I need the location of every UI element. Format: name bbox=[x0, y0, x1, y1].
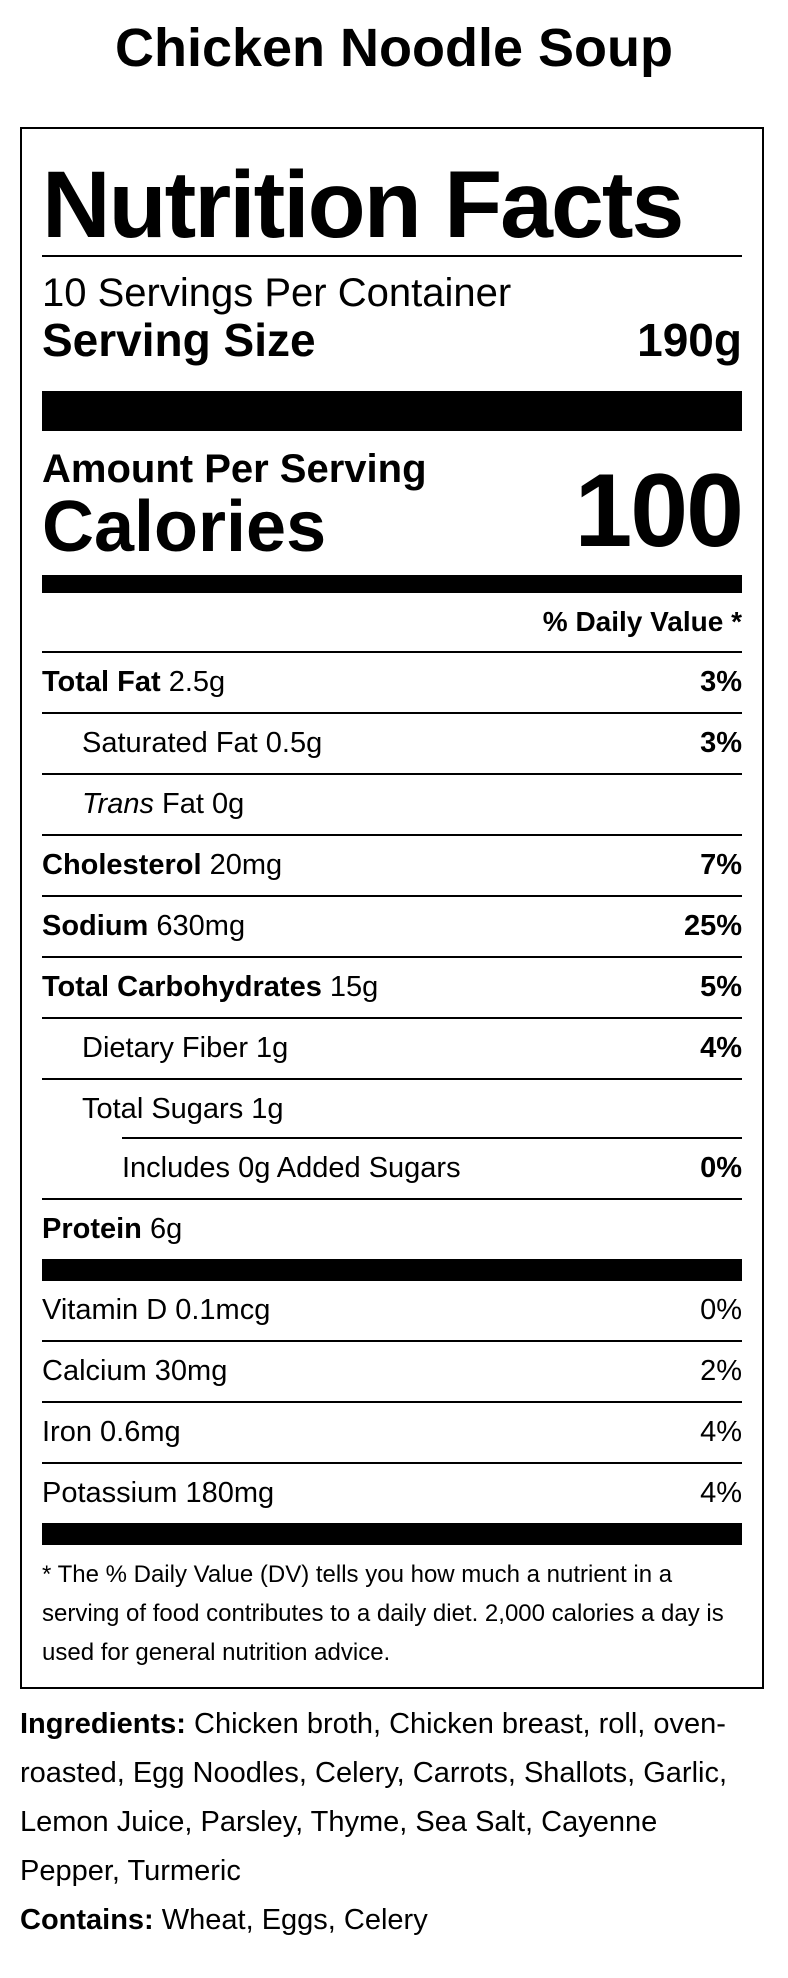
vitamin-name: Potassium 180mg bbox=[42, 1477, 275, 1509]
amount-per-serving-label: Amount Per Serving bbox=[42, 447, 427, 491]
vitamin-row-calcium: Calcium 30mg 2% bbox=[42, 1342, 742, 1403]
ingredients-list: Chicken broth, Chicken breast, roll, ove… bbox=[20, 1708, 728, 1887]
vitamin-row-vitamin-d: Vitamin D 0.1mcg 0% bbox=[42, 1281, 742, 1342]
allergen-statement: Contains: Wheat, Eggs, Celery bbox=[20, 1896, 764, 1945]
servings-per-container: 10 Servings Per Container bbox=[42, 271, 512, 315]
ingredients-section: Ingredients: Chicken broth, Chicken brea… bbox=[20, 1700, 764, 1945]
thick-divider bbox=[42, 391, 742, 431]
nutrient-name: Total Carbohydrates bbox=[42, 971, 322, 1003]
nutrient-name: Saturated Fat bbox=[82, 727, 258, 759]
nutrient-amount: 20mg bbox=[201, 849, 283, 881]
nutrient-name: Total Fat bbox=[42, 666, 161, 698]
nutrient-row-total-carbohydrates: Total Carbohydrates 15g 5% bbox=[42, 958, 742, 1019]
nutrient-row-total-fat: Total Fat 2.5g 3% bbox=[42, 653, 742, 714]
vitamin-name: Iron 0.6mg bbox=[42, 1416, 181, 1448]
nutrient-dv: 3% bbox=[700, 727, 742, 759]
nutrient-dv: 25% bbox=[683, 910, 742, 942]
thick-divider bbox=[42, 1523, 742, 1545]
nutrient-name: Protein bbox=[42, 1213, 142, 1245]
nutrient-amount: 15g bbox=[321, 971, 379, 1003]
nutrient-name: Cholesterol bbox=[42, 849, 202, 881]
nutrient-dv: 4% bbox=[700, 1032, 742, 1064]
daily-value-footnote: * The % Daily Value (DV) tells you how m… bbox=[42, 1561, 724, 1666]
vitamin-dv: 4% bbox=[700, 1477, 742, 1509]
serving-size-label: Serving Size bbox=[42, 314, 316, 366]
contains-label: Contains: bbox=[20, 1904, 154, 1936]
nutrition-facts-title: Nutrition Facts bbox=[42, 152, 684, 258]
vitamin-dv: 0% bbox=[700, 1294, 742, 1326]
nutrient-name: Dietary Fiber bbox=[82, 1032, 248, 1064]
serving-size-value: 190g bbox=[637, 314, 742, 366]
vitamin-row-iron: Iron 0.6mg 4% bbox=[42, 1403, 742, 1464]
nutrient-amount: 630mg bbox=[148, 910, 246, 942]
vitamin-dv: 4% bbox=[700, 1416, 742, 1448]
calories-label: Calories bbox=[42, 487, 327, 567]
serving-size-row: Serving Size 190g bbox=[42, 315, 742, 365]
nutrient-amount: 0.5g bbox=[257, 727, 323, 759]
nutrient-name: Total Sugars bbox=[82, 1093, 244, 1125]
nutrient-name: Trans bbox=[82, 788, 154, 820]
vitamin-name: Calcium 30mg bbox=[42, 1355, 228, 1387]
nutrient-row-protein: Protein 6g bbox=[42, 1200, 742, 1259]
nutrient-amount: 6g bbox=[141, 1213, 183, 1245]
nutrient-name: Sodium bbox=[42, 910, 149, 942]
nutrient-amount: 1g bbox=[248, 1032, 289, 1064]
nutrient-dv: 7% bbox=[700, 849, 742, 881]
nutrient-row-cholesterol: Cholesterol 20mg 7% bbox=[42, 836, 742, 897]
vitamin-dv: 2% bbox=[700, 1355, 742, 1387]
divider bbox=[42, 255, 742, 257]
vitamin-row-potassium: Potassium 180mg 4% bbox=[42, 1464, 742, 1523]
vitamin-name: Vitamin D 0.1mcg bbox=[42, 1294, 271, 1326]
contains-list: Wheat, Eggs, Celery bbox=[153, 1904, 428, 1936]
ingredients-label: Ingredients: bbox=[20, 1708, 186, 1740]
nutrition-facts-panel: Nutrition Facts 10 Servings Per Containe… bbox=[20, 127, 764, 1689]
nutrient-name: Includes 0g Added Sugars bbox=[122, 1152, 461, 1184]
nutrient-dv: 5% bbox=[700, 971, 742, 1003]
nutrient-row-total-sugars: Total Sugars 1g bbox=[42, 1080, 742, 1139]
nutrient-row-added-sugars: Includes 0g Added Sugars 0% bbox=[42, 1139, 742, 1200]
medium-divider bbox=[42, 575, 742, 593]
ingredients-statement: Ingredients: Chicken broth, Chicken brea… bbox=[20, 1700, 764, 1896]
nutrient-amount: 2.5g bbox=[160, 666, 226, 698]
daily-value-header: % Daily Value * bbox=[42, 593, 742, 653]
nutrient-dv: 3% bbox=[700, 666, 742, 698]
calories-block: Amount Per Serving Calories 100 bbox=[42, 445, 744, 569]
nutrient-row-trans-fat: Trans Fat 0g bbox=[42, 775, 742, 836]
nutrient-amount: 1g bbox=[243, 1093, 284, 1125]
product-title: Chicken Noodle Soup bbox=[114, 18, 674, 78]
nutrient-row-dietary-fiber: Dietary Fiber 1g 4% bbox=[42, 1019, 742, 1080]
nutrient-row-sodium: Sodium 630mg 25% bbox=[42, 897, 742, 958]
calories-value: 100 bbox=[574, 453, 744, 569]
nutrient-dv: 0% bbox=[700, 1152, 742, 1184]
thick-divider bbox=[42, 1259, 742, 1281]
nutrient-row-saturated-fat: Saturated Fat 0.5g 3% bbox=[42, 714, 742, 775]
nutrient-amount: Fat 0g bbox=[153, 788, 245, 820]
